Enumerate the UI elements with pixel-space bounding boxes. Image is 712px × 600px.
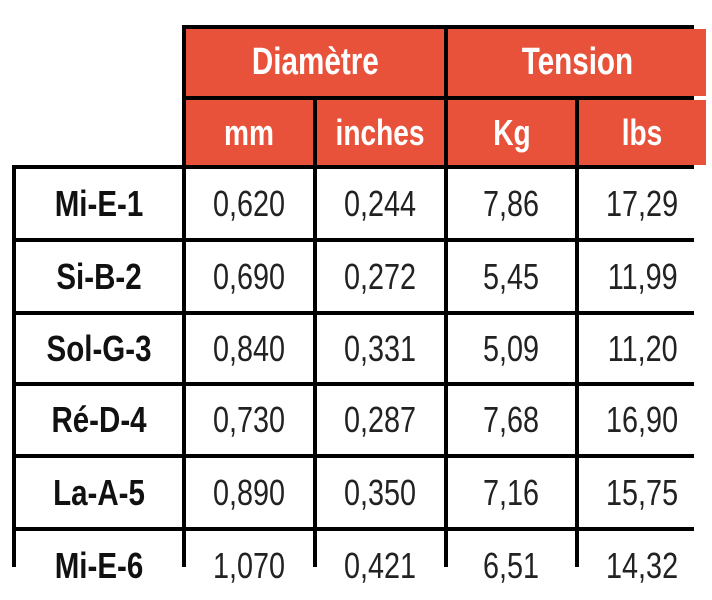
cell-kg: 7,16 [448, 458, 575, 527]
cell-kg: 5,09 [448, 315, 575, 382]
cell-lbs: 17,29 [579, 169, 706, 238]
row-label: Sol-G-3 [16, 315, 182, 382]
row-label: Ré-D-4 [16, 386, 182, 454]
header-group-diametre: Diamètre [186, 29, 444, 96]
cell-kg: 6,51 [448, 531, 575, 600]
cell-kg: 5,45 [448, 242, 575, 311]
cell-mm: 0,730 [186, 386, 313, 454]
header-group-tension: Tension [448, 29, 706, 96]
row-label: Mi-E-1 [16, 169, 182, 238]
cell-mm: 0,690 [186, 242, 313, 311]
header-unit-mm: mm [186, 100, 313, 165]
cell-mm: 0,620 [186, 169, 313, 238]
cell-lbs: 16,90 [579, 386, 706, 454]
string-table: Diamètre Tension mm inches Kg lbs Mi-E-1… [12, 25, 706, 600]
cell-inches: 0,287 [317, 386, 444, 454]
header-unit-lbs: lbs [579, 100, 706, 165]
header-unit-inches: inches [317, 100, 444, 165]
cell-inches: 0,421 [317, 531, 444, 600]
row-label: La-A-5 [16, 458, 182, 527]
cell-lbs: 14,32 [579, 531, 706, 600]
cell-mm: 1,070 [186, 531, 313, 600]
row-label: Mi-E-6 [16, 531, 182, 600]
cell-inches: 0,331 [317, 315, 444, 382]
row-label: Si-B-2 [16, 242, 182, 311]
header-unit-kg: Kg [448, 100, 575, 165]
cell-inches: 0,350 [317, 458, 444, 527]
cell-lbs: 11,20 [579, 315, 706, 382]
cell-mm: 0,840 [186, 315, 313, 382]
cell-mm: 0,890 [186, 458, 313, 527]
cell-lbs: 11,99 [579, 242, 706, 311]
empty-corner-cell [12, 25, 182, 165]
cell-inches: 0,244 [317, 169, 444, 238]
cell-kg: 7,68 [448, 386, 575, 454]
cell-inches: 0,272 [317, 242, 444, 311]
cell-kg: 7,86 [448, 169, 575, 238]
cell-lbs: 15,75 [579, 458, 706, 527]
